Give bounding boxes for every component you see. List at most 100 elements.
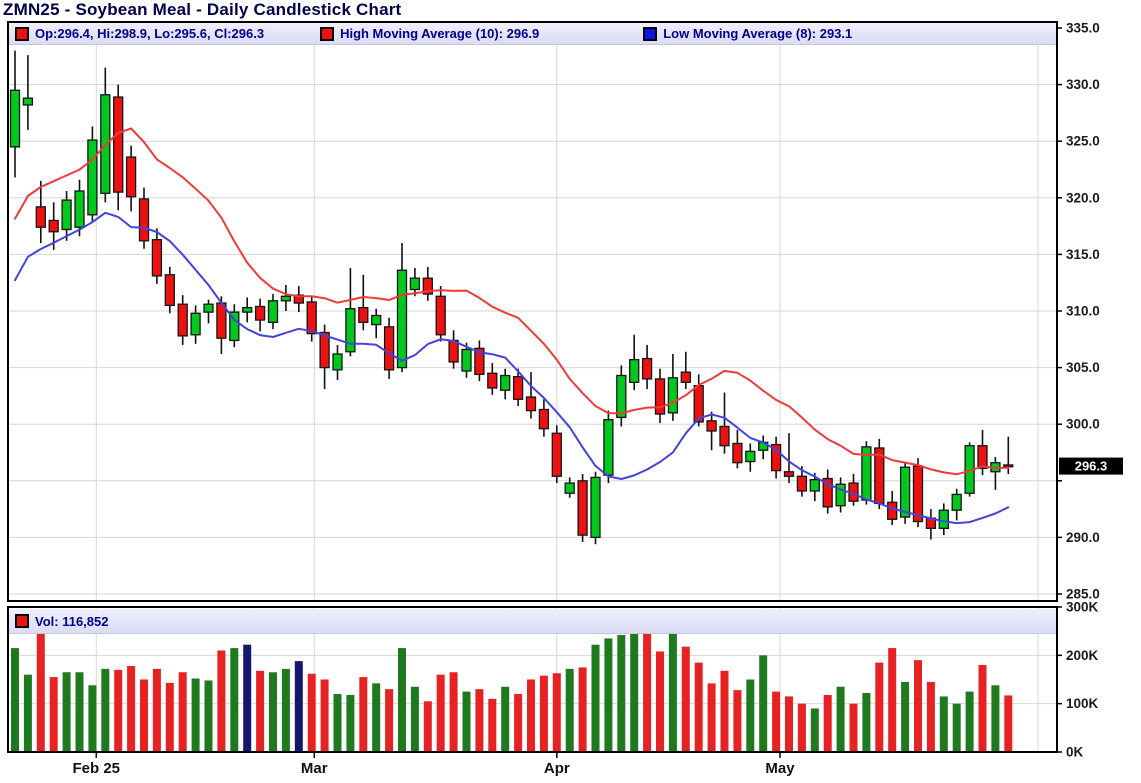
volume-bar: [591, 644, 600, 752]
volume-bar: [565, 668, 574, 752]
candle: [500, 374, 511, 391]
volume-bar: [436, 674, 445, 752]
candle: [371, 314, 382, 326]
price-tick-label: 325.0: [1066, 134, 1100, 149]
volume-bar: [849, 703, 858, 752]
volume-bar: [604, 638, 613, 752]
volume-legend-item: Vol: 116,852: [15, 614, 108, 629]
candle: [358, 306, 369, 323]
month-tick-label: Feb 25: [73, 760, 121, 777]
price-legend-bar: Op:296.4, Hi:298.9, Lo:295.6, Cl:296.3 H…: [9, 23, 1056, 45]
volume-bar: [797, 703, 806, 752]
volume-bar: [539, 675, 548, 752]
volume-bar: [152, 668, 161, 752]
candle: [680, 371, 691, 383]
volume-bar: [359, 677, 368, 752]
price-axis: 335.0 330.0 325.0 320.0 315.0 310.0 305.0 300.0…: [1057, 21, 1100, 602]
candle: [564, 482, 575, 494]
candle: [899, 466, 911, 518]
candle: [551, 432, 562, 477]
volume-tick-label: 300K: [1066, 600, 1099, 615]
volume-bar: [75, 672, 84, 752]
candle: [887, 501, 898, 520]
candle: [409, 277, 421, 291]
volume-tick-label: 200K: [1066, 648, 1099, 663]
high-ma-legend-label: High Moving Average (10): 296.9: [340, 26, 540, 41]
volume-bar: [127, 665, 136, 752]
volume-bar: [243, 644, 252, 752]
last-price-tag: 296.3: [1059, 457, 1123, 475]
volume-bar: [733, 690, 742, 752]
candle: [770, 443, 782, 472]
volume-bar: [617, 635, 626, 752]
volume-bar: [1004, 695, 1013, 752]
candle: [396, 269, 408, 369]
volume-bar: [862, 693, 871, 752]
candle: [229, 311, 240, 342]
volume-bar: [527, 679, 535, 752]
candle: [138, 198, 150, 242]
candle: [190, 312, 201, 336]
candle: [319, 331, 330, 369]
volume-bar: [785, 696, 793, 752]
candle: [603, 419, 614, 476]
month-axis: Feb 25 Mar Apr May: [73, 752, 795, 777]
candle: [809, 479, 820, 492]
volume-bar: [398, 648, 406, 752]
candle: [254, 305, 266, 321]
page-title: ZMN25 - Soybean Meal - Daily Candlestick…: [3, 0, 402, 19]
volume-legend-label: Vol: 116,852: [35, 613, 109, 629]
month-tick-label: Mar: [301, 760, 328, 777]
volume-bar: [746, 679, 755, 752]
candle: [35, 206, 46, 228]
ohlc-legend-label: Op:296.4, Hi:298.9, Lo:295.6, Cl:296.3: [35, 26, 265, 41]
volume-bar: [346, 694, 355, 752]
candle: [951, 493, 962, 511]
volume-bar: [165, 682, 174, 752]
volume-bar: [230, 648, 239, 752]
price-tick-label: 335.0: [1066, 21, 1100, 36]
candle: [332, 353, 343, 371]
volume-bar: [101, 668, 110, 752]
candle: [745, 450, 756, 463]
price-tick-label: 320.0: [1066, 190, 1100, 205]
candle: [9, 89, 21, 148]
volume-bar: [385, 689, 394, 752]
candle: [1003, 464, 1014, 468]
candle: [667, 377, 679, 414]
candle: [87, 139, 98, 216]
ohlc-legend-item: Op:296.4, Hi:298.9, Lo:295.6, Cl:296.3: [15, 26, 264, 41]
volume-bar: [952, 703, 961, 752]
volume-bar: [269, 672, 277, 752]
candle: [474, 347, 485, 376]
volume-bar: [901, 681, 910, 752]
volume-bar: [49, 677, 58, 752]
volume-bar: [914, 660, 922, 752]
volume-bar: [720, 670, 729, 752]
volume-bar: [88, 685, 97, 752]
candle: [280, 295, 292, 302]
volume-bar: [23, 674, 32, 752]
candle: [938, 509, 949, 529]
candle: [706, 420, 717, 432]
volume-bar: [462, 691, 471, 752]
volume-bar: [294, 661, 303, 752]
candle: [461, 348, 472, 372]
candle: [435, 295, 446, 336]
candle: [512, 376, 524, 400]
volume-bar: [759, 655, 768, 752]
candle: [487, 372, 498, 389]
volume-legend-bar: Vol: 116,852: [9, 609, 1056, 634]
low-moving-average-line: [14, 211, 1010, 525]
low-ma-legend-label: Low Moving Average (8): 293.1: [663, 26, 853, 41]
volume-bar: [191, 678, 200, 752]
candle: [151, 239, 163, 277]
volume-bar: [694, 662, 703, 752]
candle: [654, 378, 666, 415]
volume-bar: [552, 673, 561, 752]
volume-bar: [656, 651, 664, 752]
price-tick-label: 285.0: [1066, 587, 1100, 602]
candle: [616, 374, 627, 419]
